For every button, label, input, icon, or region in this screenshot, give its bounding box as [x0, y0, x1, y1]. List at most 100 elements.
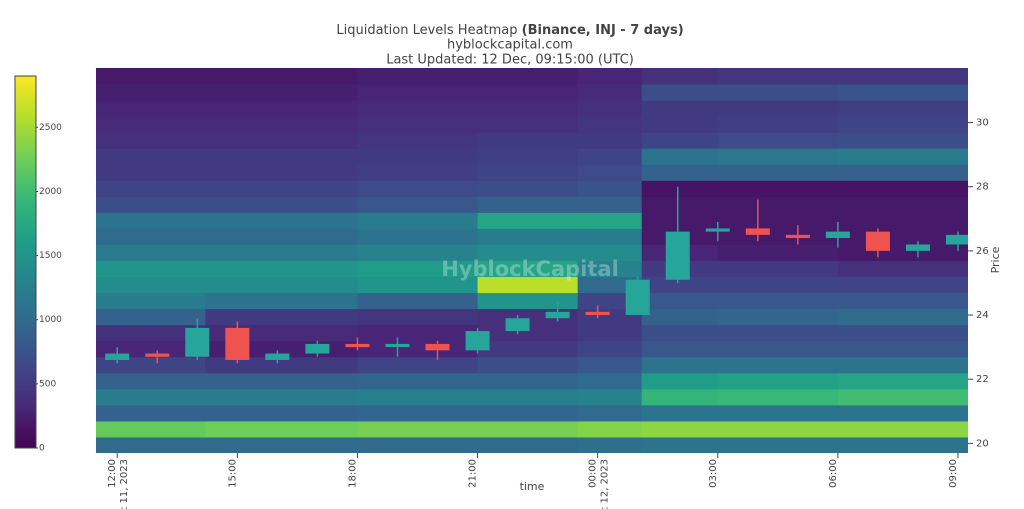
heat-cell: [837, 196, 968, 213]
heat-cell: [577, 340, 643, 358]
heat-cell: [96, 84, 206, 101]
heat-cell: [96, 420, 206, 438]
heat-cell: [477, 324, 579, 342]
chart-title: Liquidation Levels Heatmap (Binance, INJ…: [336, 23, 683, 38]
heat-cell: [717, 228, 839, 245]
heat-cell: [96, 356, 206, 374]
heat-cell: [357, 196, 479, 213]
heat-cell: [837, 324, 968, 342]
heat-cell: [477, 420, 579, 438]
heat-cell: [641, 436, 719, 453]
heat-cell: [357, 308, 479, 326]
heat-cell: [96, 100, 206, 117]
candle-body: [585, 311, 610, 316]
heat-cell: [641, 308, 719, 326]
candle-body: [145, 353, 170, 357]
heat-cell: [717, 308, 839, 326]
candle-body: [745, 228, 770, 235]
heat-cell: [477, 356, 579, 374]
heat-cell: [837, 244, 968, 261]
heat-cell: [641, 100, 719, 117]
x-tick-date: Dec 11, 2023: [119, 459, 130, 509]
heat-cell: [205, 276, 358, 294]
heat-cell: [577, 388, 643, 406]
heat-cell: [96, 388, 206, 406]
heat-cell: [96, 404, 206, 422]
heat-cell: [577, 132, 643, 149]
heat-cell: [357, 228, 479, 245]
heat-cell: [357, 372, 479, 390]
candle-body: [785, 234, 810, 239]
heat-cell: [641, 404, 719, 422]
candle-body: [345, 343, 370, 348]
heat-cell: [717, 180, 839, 197]
x-tick-label: 12:00: [107, 459, 118, 488]
heat-cell: [96, 276, 206, 294]
title: Liquidation Levels Heatmap: [336, 23, 517, 38]
candle-body: [265, 353, 290, 360]
heat-cell: [205, 244, 358, 261]
y-tick-label: 20: [976, 438, 989, 449]
heat-cell: [357, 132, 479, 149]
heat-cell: [641, 276, 719, 294]
heat-cell: [357, 340, 479, 358]
heat-cell: [717, 324, 839, 342]
heat-cell: [837, 404, 968, 422]
heat-cell: [717, 164, 839, 181]
x-axis-label: time: [520, 480, 545, 493]
heat-cell: [837, 132, 968, 149]
heat-cell: [357, 100, 479, 117]
heat-cell: [205, 100, 358, 117]
candle-body: [825, 231, 850, 239]
heat-cell: [96, 260, 206, 278]
candle-body: [705, 228, 730, 232]
heat-cell: [357, 404, 479, 422]
heat-cell: [96, 324, 206, 342]
heat-cell: [96, 148, 206, 165]
heat-cell: [717, 100, 839, 117]
heat-cell: [717, 212, 839, 229]
heat-cell: [717, 132, 839, 149]
heat-cell: [477, 164, 579, 181]
heat-cell: [96, 340, 206, 358]
heat-cell: [96, 228, 206, 245]
heat-cell: [641, 340, 719, 358]
heat-cell: [837, 100, 968, 117]
heat-cell: [205, 68, 358, 85]
candle-body: [945, 234, 968, 245]
heat-cell: [717, 84, 839, 101]
heat-cell: [577, 260, 643, 278]
x-tick-label: 09:00: [948, 459, 959, 488]
heat-cell: [205, 260, 358, 278]
heat-cell: [577, 84, 643, 101]
heat-cell: [577, 228, 643, 245]
heat-cell: [477, 340, 579, 358]
heat-cell: [477, 100, 579, 117]
colorbar-tick-label: 1000: [39, 315, 62, 325]
heat-cell: [205, 356, 358, 374]
heat-cell: [477, 436, 579, 453]
heat-cell: [577, 420, 643, 438]
colorbar: [14, 75, 37, 449]
heat-cell: [577, 180, 643, 197]
heat-cell: [357, 244, 479, 261]
heat-cell: [477, 84, 579, 101]
heat-cell: [477, 404, 579, 422]
x-tick-date: Dec 12, 2023: [600, 459, 611, 509]
heat-cell: [205, 308, 358, 326]
heat-cell: [96, 308, 206, 326]
heat-cell: [205, 132, 358, 149]
heat-cell: [205, 116, 358, 133]
heat-cell: [641, 292, 719, 310]
heat-cell: [837, 68, 968, 85]
heat-cell: [641, 324, 719, 342]
heat-cell: [357, 164, 479, 181]
heat-cell: [837, 436, 968, 453]
heat-cell: [641, 420, 719, 438]
heat-cell: [96, 212, 206, 229]
heat-cell: [717, 404, 839, 422]
heat-cell: [641, 116, 719, 133]
heat-cell: [641, 180, 719, 197]
x-tick-label: 18:00: [347, 459, 358, 488]
